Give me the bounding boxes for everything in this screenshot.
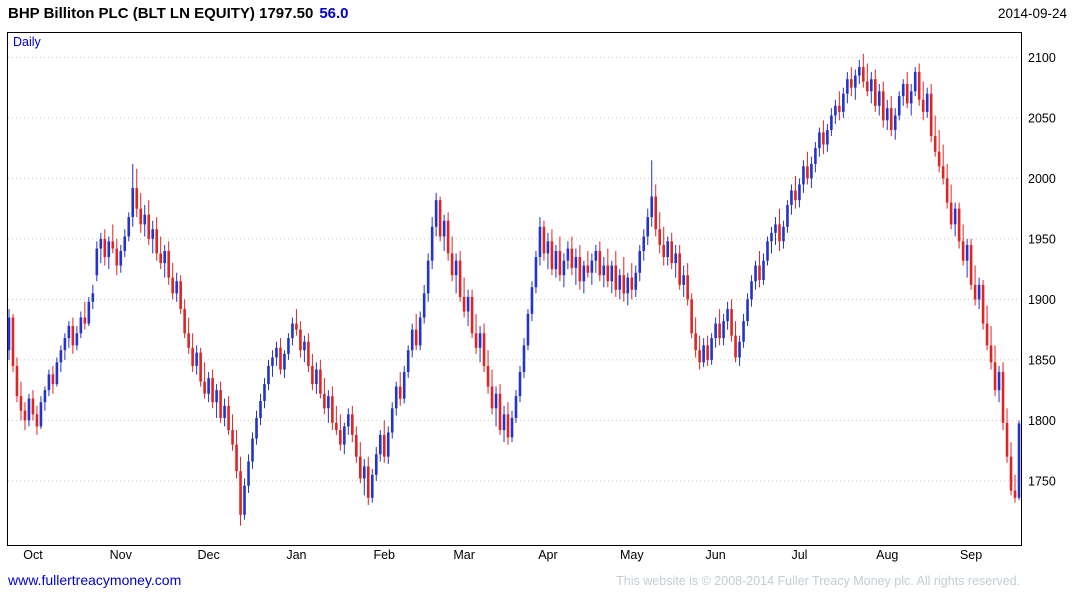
svg-text:2000: 2000 — [1028, 172, 1056, 186]
website-link[interactable]: www.fullertreacymoney.com — [8, 572, 182, 588]
svg-text:2050: 2050 — [1028, 111, 1056, 125]
svg-text:1750: 1750 — [1028, 474, 1056, 488]
svg-text:1900: 1900 — [1028, 293, 1056, 307]
svg-text:2100: 2100 — [1028, 51, 1056, 65]
instrument-title: BHP Billiton PLC (BLT LN EQUITY) 1797.50 — [8, 5, 314, 22]
svg-text:Jun: Jun — [706, 548, 726, 562]
date-label: 2014-09-24 — [997, 6, 1067, 21]
timeframe-label: Daily — [13, 35, 41, 49]
svg-text:Mar: Mar — [453, 548, 475, 562]
svg-text:Jul: Jul — [791, 548, 807, 562]
svg-text:1950: 1950 — [1028, 232, 1056, 246]
svg-text:May: May — [620, 548, 644, 562]
svg-text:Sep: Sep — [960, 548, 982, 562]
price-change: 56.0 — [319, 5, 349, 22]
svg-text:Dec: Dec — [197, 548, 219, 562]
copyright-text: This website is © 2008-2014 Fuller Treac… — [616, 574, 1020, 588]
chart-title: BHP Billiton PLC (BLT LN EQUITY) 1797.50… — [8, 5, 349, 22]
svg-text:Nov: Nov — [110, 548, 133, 562]
svg-text:Oct: Oct — [23, 548, 43, 562]
svg-text:Feb: Feb — [373, 548, 395, 562]
svg-text:Aug: Aug — [876, 548, 898, 562]
svg-text:1800: 1800 — [1028, 414, 1056, 428]
svg-text:1850: 1850 — [1028, 353, 1056, 367]
svg-text:Apr: Apr — [538, 548, 557, 562]
svg-text:Jan: Jan — [286, 548, 306, 562]
